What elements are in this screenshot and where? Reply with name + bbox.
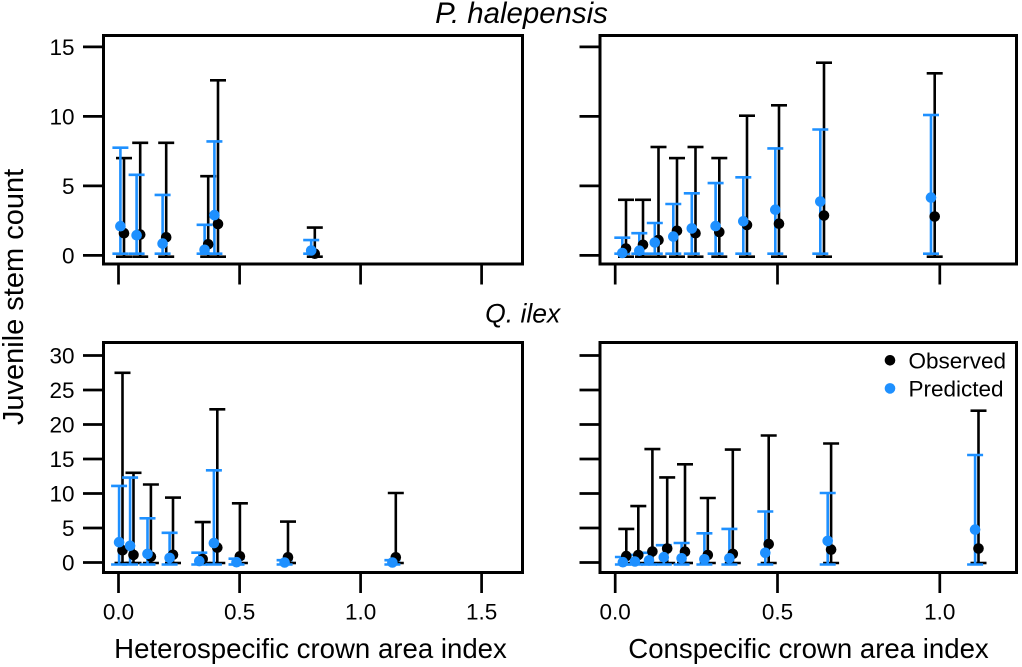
svg-text:0.5: 0.5	[762, 600, 793, 625]
svg-text:10: 10	[49, 104, 74, 129]
svg-text:P. halepensis: P. halepensis	[435, 0, 608, 30]
svg-text:0.0: 0.0	[600, 600, 631, 625]
svg-text:20: 20	[49, 413, 74, 438]
svg-text:5: 5	[62, 174, 75, 199]
svg-text:1.5: 1.5	[466, 600, 497, 625]
svg-text:1.0: 1.0	[924, 600, 955, 625]
svg-text:0.0: 0.0	[103, 600, 134, 625]
svg-text:0.5: 0.5	[224, 600, 255, 625]
svg-text:1.0: 1.0	[345, 600, 376, 625]
svg-text:Predicted: Predicted	[909, 376, 1004, 401]
svg-text:30: 30	[49, 344, 74, 369]
svg-text:Heterospecific crown area inde: Heterospecific crown area index	[114, 633, 507, 664]
svg-text:15: 15	[49, 35, 74, 60]
svg-text:0: 0	[62, 243, 75, 268]
svg-text:15: 15	[49, 447, 74, 472]
svg-text:Conspecific crown area index: Conspecific crown area index	[628, 633, 989, 664]
svg-text:25: 25	[49, 378, 74, 403]
svg-text:Q. ilex: Q. ilex	[485, 299, 562, 329]
svg-text:0: 0	[62, 551, 75, 576]
svg-text:Juvenile stem count: Juvenile stem count	[0, 169, 30, 425]
svg-text:5: 5	[62, 516, 75, 541]
svg-text:10: 10	[49, 482, 74, 507]
svg-text:Observed: Observed	[909, 348, 1007, 373]
